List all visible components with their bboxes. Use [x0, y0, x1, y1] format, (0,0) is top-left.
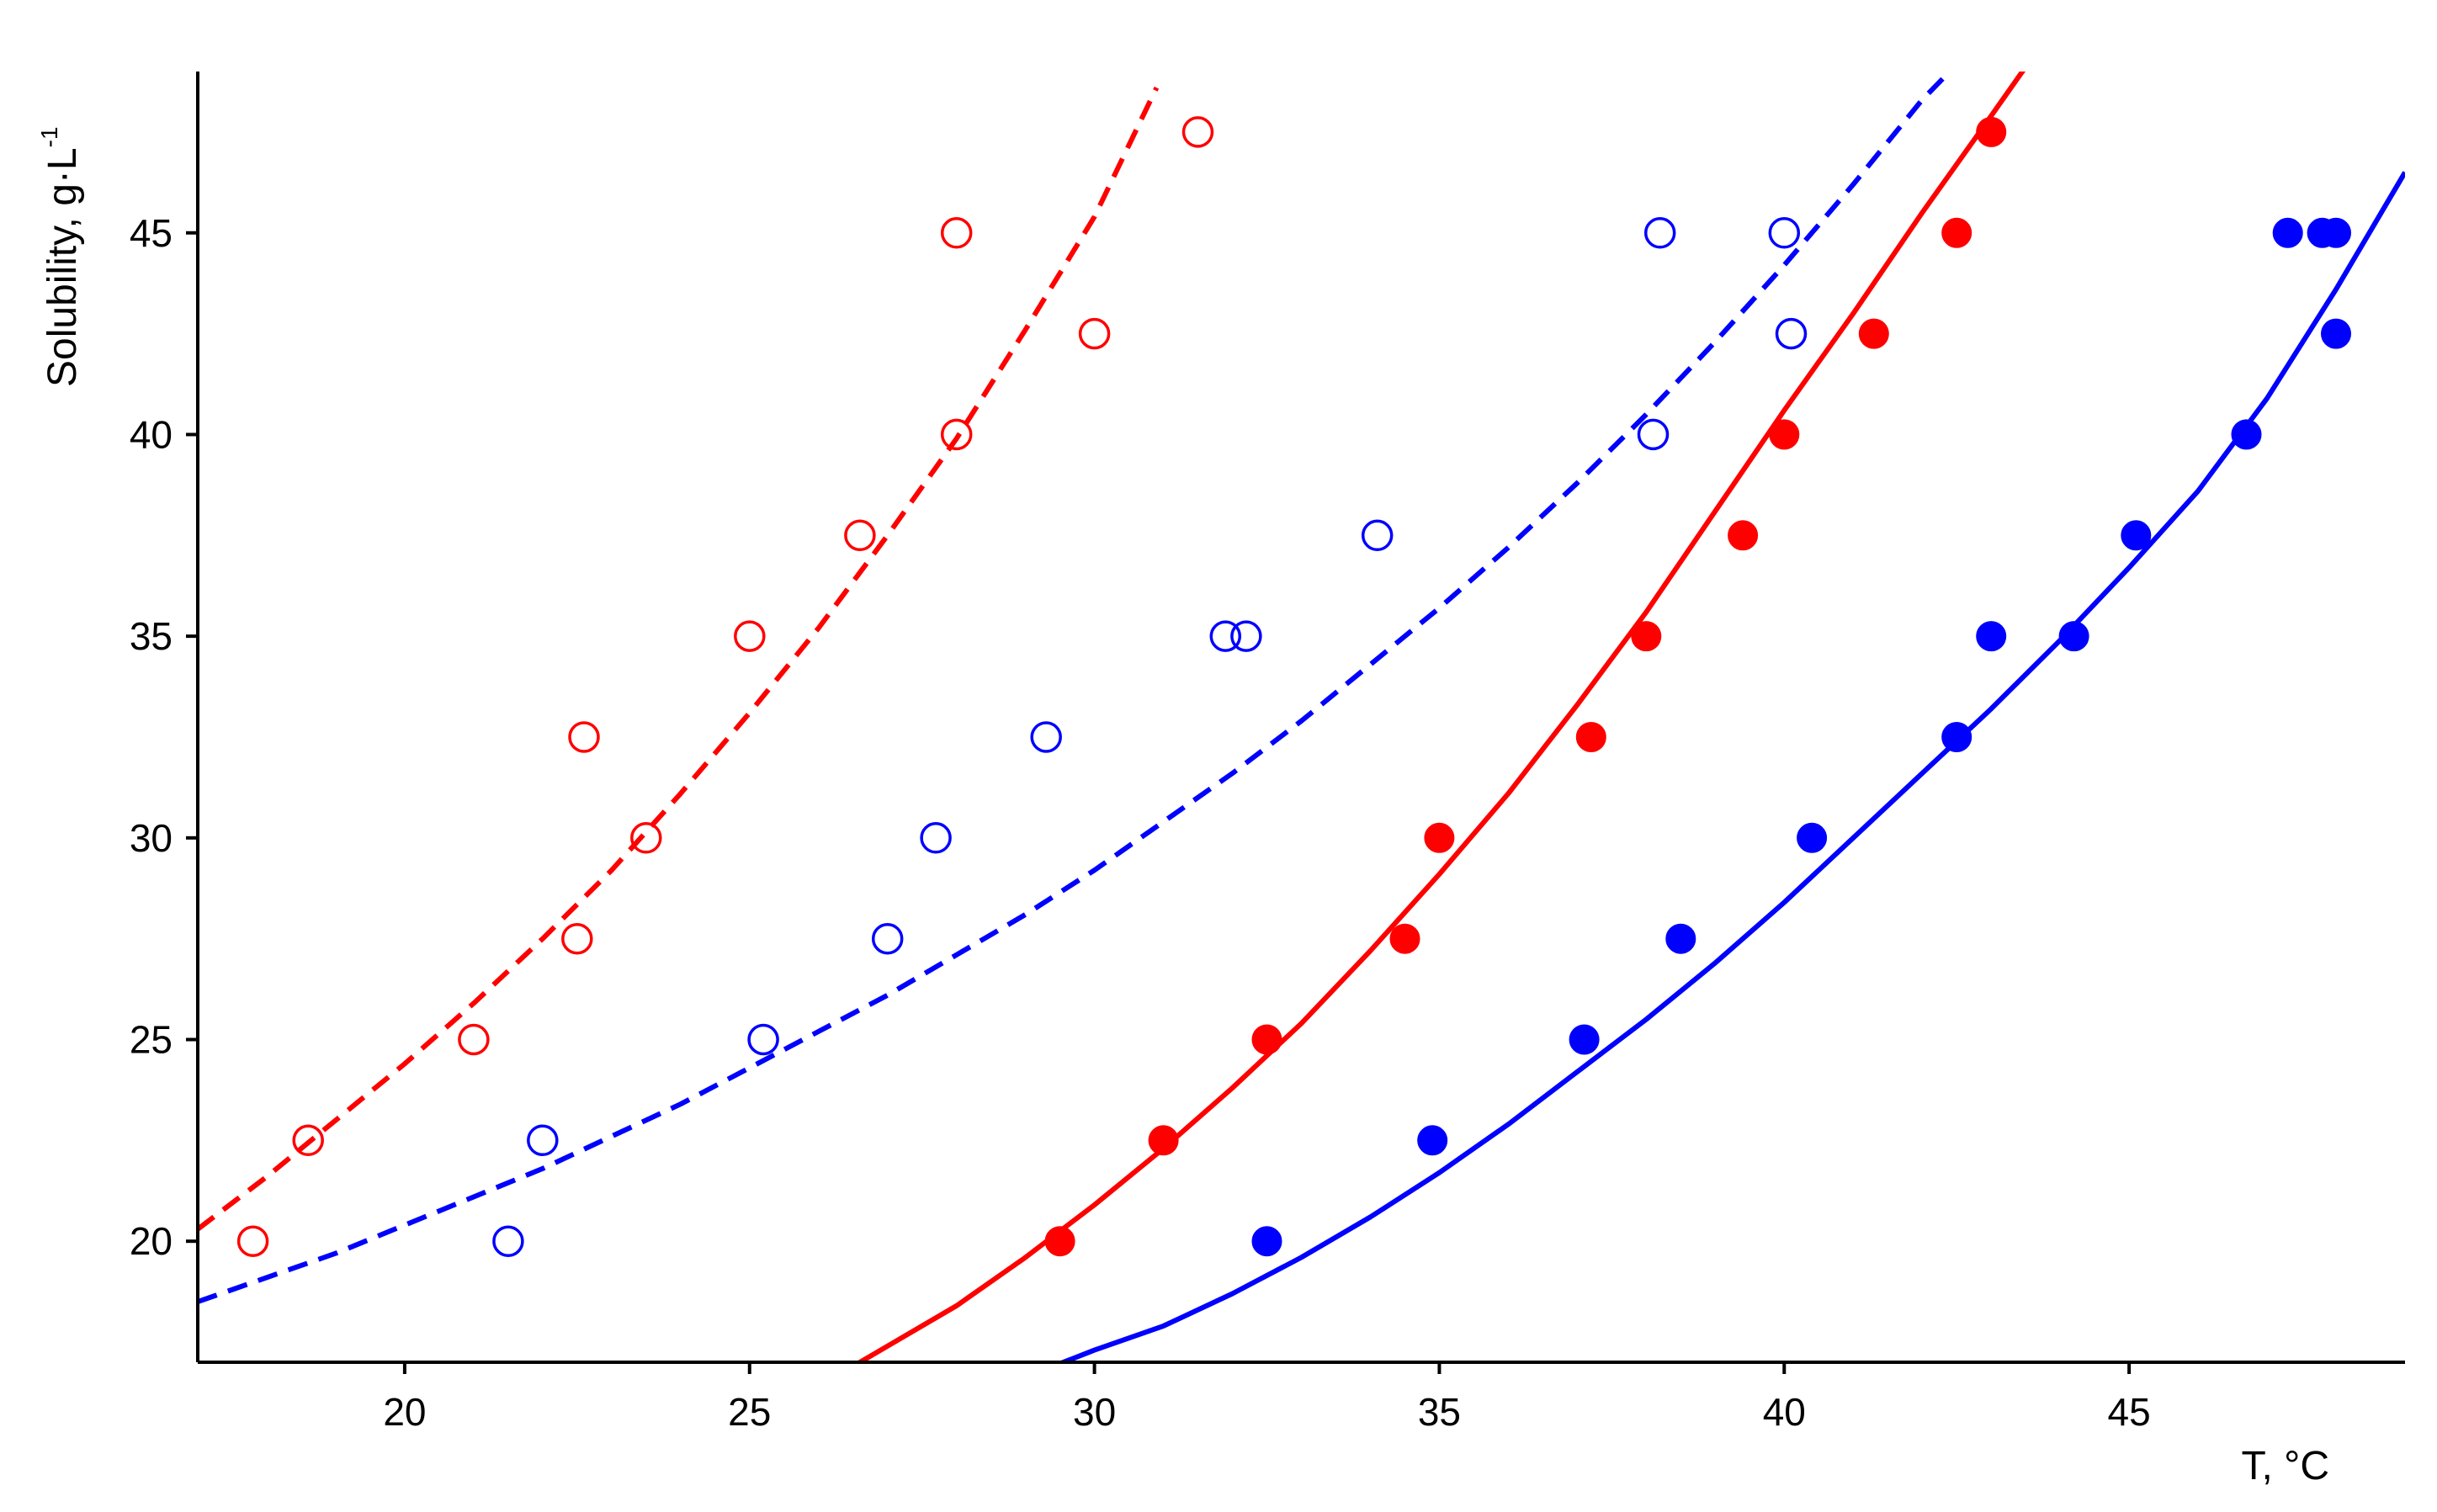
- data-point-series-1-6: [630, 822, 662, 854]
- data-point-series-3-10: [1858, 318, 1889, 349]
- data-point-series-1-8: [844, 519, 876, 552]
- data-point-series-2-7: [1209, 620, 1242, 652]
- data-point-series-1-4: [561, 922, 593, 955]
- data-point-series-4-1: [1251, 1226, 1282, 1257]
- fit-line-series-1: [198, 86, 1160, 1232]
- y-tick-label-45: 45: [130, 211, 173, 255]
- x-tick-label-35: 35: [1418, 1390, 1461, 1434]
- y-tick-label-40: 40: [130, 412, 173, 456]
- data-point-series-1-12: [1181, 116, 1214, 148]
- data-point-series-4-3: [1569, 1024, 1600, 1055]
- data-point-series-3-12: [1976, 116, 2007, 147]
- data-point-series-4-8: [2058, 621, 2089, 652]
- data-point-series-4-2: [1417, 1125, 1448, 1156]
- data-point-series-3-5: [1424, 822, 1455, 853]
- data-point-series-4-9: [2121, 520, 2152, 551]
- data-point-series-1-7: [734, 620, 766, 652]
- data-point-series-1-2: [292, 1124, 324, 1157]
- data-point-series-2-1: [492, 1225, 524, 1257]
- x-tick-label-30: 30: [1073, 1390, 1116, 1434]
- y-tick-label-25: 25: [130, 1018, 173, 1062]
- y-axis-title: Solubility, g·L-1: [36, 127, 85, 387]
- fit-lines: [198, 72, 2405, 1362]
- data-point-series-3-9: [1769, 419, 1800, 450]
- data-point-series-3-2: [1148, 1125, 1179, 1156]
- y-tick-label-35: 35: [130, 614, 173, 658]
- fit-line-series-2: [198, 72, 1952, 1304]
- x-tick-label-45: 45: [2108, 1390, 2151, 1434]
- data-point-series-1-11: [1078, 317, 1111, 350]
- data-point-series-2-13: [1775, 317, 1808, 350]
- data-point-series-4-4: [1665, 923, 1696, 954]
- data-point-series-2-3: [747, 1023, 779, 1056]
- data-point-series-3-4: [1389, 923, 1420, 954]
- data-point-series-3-11: [1941, 217, 1972, 248]
- data-point-series-1-9: [940, 418, 973, 451]
- data-point-series-1-3: [458, 1023, 490, 1056]
- y-ticks: 20 25 30 35 40 45: [130, 211, 198, 1263]
- y-tick-label-30: 30: [130, 816, 173, 860]
- axes: [196, 72, 2405, 1364]
- data-point-series-2-10: [1637, 418, 1670, 451]
- data-point-series-3-8: [1728, 520, 1759, 551]
- data-point-series-1-10: [940, 217, 973, 249]
- data-point-series-2-8: [1230, 620, 1262, 652]
- data-point-series-2-5: [920, 822, 952, 854]
- x-tick-label-25: 25: [728, 1390, 771, 1434]
- data-point-series-4-11: [2272, 217, 2303, 248]
- y-axis-title-text: Solubility, g·L: [40, 147, 85, 387]
- data-point-series-4-10: [2231, 419, 2262, 450]
- x-tick-label-40: 40: [1763, 1390, 1806, 1434]
- data-point-series-4-7: [1976, 621, 2007, 652]
- data-point-series-2-12: [1768, 217, 1801, 249]
- y-axis-title-sup: -1: [36, 127, 62, 148]
- data-point-series-2-11: [1643, 217, 1676, 249]
- data-point-series-3-6: [1575, 722, 1606, 752]
- data-point-series-1-5: [568, 721, 600, 753]
- data-point-series-2-6: [1030, 721, 1062, 753]
- data-point-series-3-1: [1044, 1226, 1075, 1257]
- data-point-series-3-7: [1631, 621, 1662, 652]
- data-point-series-4-5: [1797, 822, 1828, 853]
- data-markers: [236, 116, 2351, 1257]
- data-point-series-4-6: [1941, 722, 1972, 752]
- data-point-series-2-9: [1361, 519, 1394, 552]
- data-point-series-2-4: [871, 922, 904, 955]
- x-tick-label-20: 20: [383, 1390, 426, 1434]
- fit-line-series-4: [1056, 171, 2405, 1362]
- x-ticks: 20 25 30 35 40 45: [383, 1362, 2151, 1434]
- data-point-series-4-13: [2321, 217, 2351, 248]
- fit-line-series-3: [854, 72, 2026, 1362]
- data-point-series-3-3: [1251, 1024, 1282, 1055]
- data-point-series-1-1: [236, 1225, 269, 1257]
- data-point-series-2-2: [527, 1124, 559, 1157]
- x-axis-title: T, °C: [2241, 1444, 2329, 1488]
- y-tick-label-20: 20: [130, 1219, 173, 1263]
- data-point-series-4-14: [2321, 318, 2351, 349]
